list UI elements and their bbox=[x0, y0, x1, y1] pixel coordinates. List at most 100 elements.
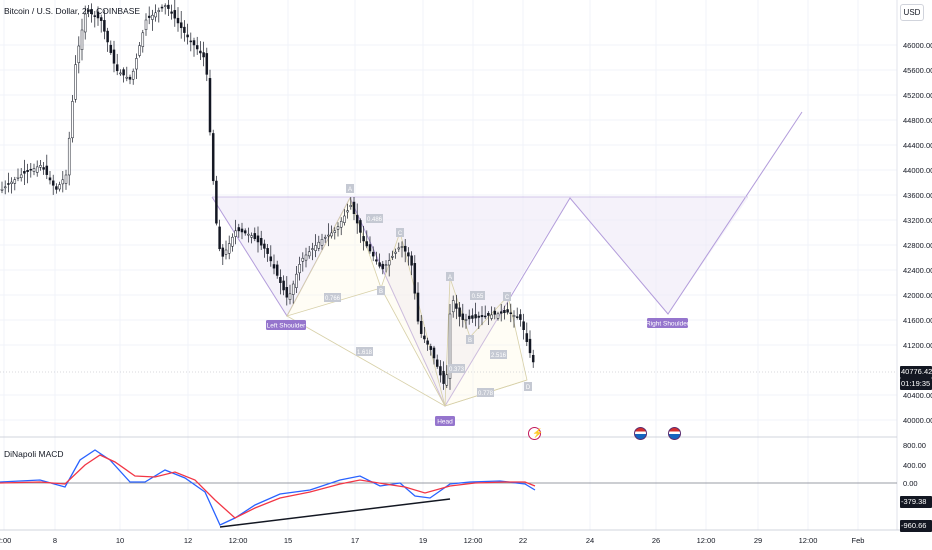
svg-text:0.778: 0.778 bbox=[478, 391, 494, 397]
candle bbox=[26, 163, 29, 184]
candle bbox=[317, 235, 321, 252]
svg-text:0.766: 0.766 bbox=[325, 296, 341, 302]
candle bbox=[215, 175, 218, 226]
time-tick-label: 22 bbox=[519, 536, 527, 545]
candle bbox=[522, 313, 525, 340]
macd-axis[interactable]: 800.00 400.00 0.00 bbox=[903, 441, 926, 488]
candle bbox=[61, 170, 65, 193]
candle bbox=[131, 68, 135, 85]
time-tick-label: 12:00 bbox=[799, 536, 818, 545]
candle bbox=[387, 253, 391, 277]
candle bbox=[16, 168, 20, 182]
right-shoulder-label: Right Shoulder bbox=[646, 321, 690, 328]
time-axis[interactable]: 2:00 8 10 12 12:00 15 17 19 12:00 22 24 26 12:00 29 12… bbox=[0, 536, 864, 545]
candle bbox=[378, 253, 381, 269]
candle bbox=[391, 250, 394, 261]
candle bbox=[362, 225, 365, 251]
indicator-title[interactable]: DiNapoli MACD bbox=[4, 449, 64, 459]
candle bbox=[0, 181, 4, 194]
svg-text:0.486: 0.486 bbox=[367, 217, 383, 223]
time-tick-label: 2:00 bbox=[0, 536, 11, 545]
candle bbox=[480, 306, 484, 326]
candle bbox=[426, 337, 429, 351]
harmonic-pattern bbox=[286, 197, 528, 407]
candle bbox=[119, 69, 122, 76]
candle bbox=[515, 307, 519, 320]
head-shoulders-zone bbox=[212, 197, 748, 406]
candle bbox=[208, 69, 212, 136]
earnings-event-flash-icon[interactable]: ⚡ bbox=[528, 427, 543, 440]
svg-text:B: B bbox=[468, 338, 472, 344]
candle bbox=[125, 66, 129, 82]
candle bbox=[163, 3, 167, 15]
candle bbox=[487, 311, 490, 325]
candle bbox=[343, 209, 346, 226]
candle bbox=[413, 255, 417, 300]
candle bbox=[496, 311, 500, 321]
candle bbox=[429, 343, 433, 356]
harmonic-labels: A C B A B C D 0.486 0.766 1.618 0.55 0.3… bbox=[324, 184, 532, 397]
candle bbox=[467, 309, 471, 325]
candle bbox=[144, 13, 148, 36]
price-axis[interactable]: 46000.00 45600.00 45200.00 44800.00 44400.00… bbox=[903, 41, 932, 425]
candle bbox=[224, 240, 228, 260]
macd-slow-line bbox=[0, 454, 536, 519]
candle bbox=[195, 36, 199, 55]
candle bbox=[400, 241, 404, 258]
candle bbox=[250, 232, 253, 244]
price-tick-label: 46000.00 bbox=[903, 41, 932, 50]
candle bbox=[483, 305, 487, 320]
candle bbox=[80, 18, 84, 61]
svg-text:B: B bbox=[379, 289, 383, 295]
divergence-trendline bbox=[219, 498, 451, 528]
time-tick-label: 10 bbox=[116, 536, 124, 545]
time-tick-label: 26 bbox=[652, 536, 660, 545]
candle bbox=[247, 227, 250, 243]
candle bbox=[170, 4, 173, 20]
candle bbox=[115, 53, 119, 76]
candle bbox=[423, 326, 426, 344]
candle bbox=[231, 233, 234, 252]
candle bbox=[32, 163, 36, 176]
svg-text:C: C bbox=[505, 295, 510, 301]
candle bbox=[371, 246, 375, 262]
candle bbox=[151, 9, 154, 31]
candle bbox=[176, 7, 180, 32]
currency-badge[interactable]: USD bbox=[900, 4, 924, 21]
candle bbox=[506, 302, 509, 315]
candle bbox=[285, 276, 289, 306]
candle bbox=[531, 349, 535, 368]
candle bbox=[35, 160, 39, 177]
candle bbox=[349, 197, 353, 210]
candle bbox=[301, 252, 305, 272]
candle bbox=[234, 219, 237, 245]
candle bbox=[240, 222, 244, 240]
candle bbox=[330, 225, 333, 239]
candle bbox=[279, 269, 282, 295]
svg-text:0.55: 0.55 bbox=[472, 294, 484, 300]
price-tick-label: 41200.00 bbox=[903, 341, 932, 350]
pattern-labels: Left Shoulder Head Right Shoulder bbox=[266, 318, 690, 426]
candle bbox=[368, 236, 372, 254]
candle bbox=[263, 239, 266, 258]
candle bbox=[432, 345, 436, 365]
economic-event-us-flag-icon[interactable] bbox=[634, 427, 647, 440]
symbol-title[interactable]: Bitcoin / U.S. Dollar, 2h, COINBASE bbox=[4, 6, 141, 16]
candle bbox=[295, 266, 298, 294]
economic-event-us-flag-icon[interactable] bbox=[668, 427, 681, 440]
candle bbox=[314, 234, 317, 258]
time-tick-label: 24 bbox=[586, 536, 594, 545]
candle bbox=[359, 218, 362, 243]
candle bbox=[291, 280, 295, 304]
time-tick-label: 29 bbox=[754, 536, 762, 545]
candle bbox=[275, 260, 279, 279]
candle bbox=[528, 330, 532, 358]
candle bbox=[221, 244, 225, 265]
candle bbox=[355, 203, 359, 234]
candle bbox=[218, 219, 221, 252]
macd-value-tag: -379.38 bbox=[900, 496, 932, 508]
candle bbox=[503, 305, 506, 320]
candle bbox=[512, 310, 516, 328]
candle bbox=[455, 294, 458, 320]
